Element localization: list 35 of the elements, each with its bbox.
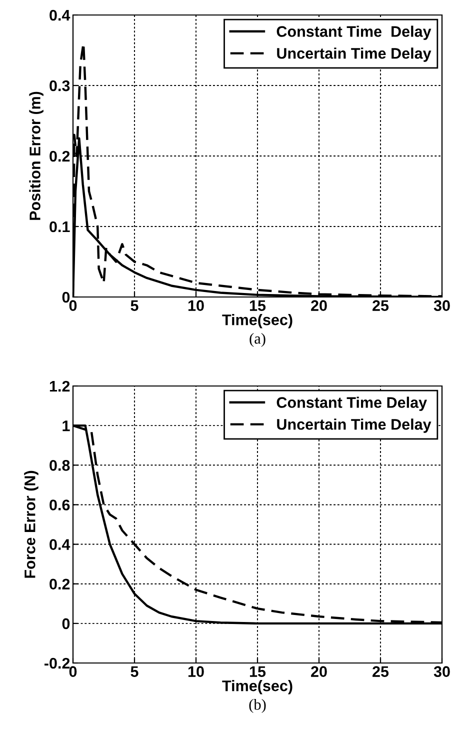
y-tick-label: 0.2 bbox=[50, 150, 70, 162]
legend-label: Constant Time Delay bbox=[276, 26, 432, 40]
x-tick-label: 5 bbox=[130, 666, 138, 677]
x-tick-label: 10 bbox=[188, 300, 204, 311]
x-tick-label: 15 bbox=[250, 666, 266, 677]
y-tick-label: -0.2 bbox=[44, 658, 70, 669]
x-tick-label: 20 bbox=[311, 666, 327, 677]
x-axis-title: Time(sec) bbox=[222, 314, 292, 328]
legend-label: Uncertain Time Delay bbox=[277, 418, 432, 433]
y-tick-label: 1 bbox=[62, 420, 70, 432]
y-tick-label: 0.3 bbox=[50, 80, 70, 92]
legend-label: Constant Time Delay bbox=[276, 396, 427, 411]
y-tick-label: 1.2 bbox=[50, 380, 70, 392]
y-tick-label: 0 bbox=[62, 618, 70, 630]
x-tick-label: 10 bbox=[188, 666, 204, 677]
x-tick-label: 20 bbox=[311, 300, 327, 311]
x-tick-label: 30 bbox=[434, 666, 450, 678]
y-tick-label: 0 bbox=[62, 292, 70, 303]
y-tick-label: 0.2 bbox=[50, 578, 70, 590]
y-tick-label: 0.1 bbox=[50, 221, 70, 232]
y-axis-title: Force Error (N) bbox=[24, 470, 38, 578]
y-tick-label: 0.4 bbox=[50, 10, 70, 21]
x-tick-label: 25 bbox=[372, 666, 389, 677]
y-tick-label: 0.8 bbox=[50, 460, 70, 471]
text: (b) bbox=[249, 699, 266, 713]
x-tick-label: 30 bbox=[434, 300, 450, 312]
x-axis-title: Time(sec) bbox=[222, 680, 292, 694]
x-tick-label: 15 bbox=[250, 300, 266, 311]
y-tick-label: 0.6 bbox=[50, 500, 70, 510]
x-tick-label: 5 bbox=[130, 300, 138, 311]
y-axis-title: Position Error (m) bbox=[29, 92, 44, 220]
text: (a) bbox=[250, 333, 266, 347]
legend-label: Uncertain Time Delay bbox=[277, 48, 432, 62]
y-tick-label: 0.4 bbox=[50, 539, 70, 550]
x-tick-label: 25 bbox=[372, 300, 389, 311]
